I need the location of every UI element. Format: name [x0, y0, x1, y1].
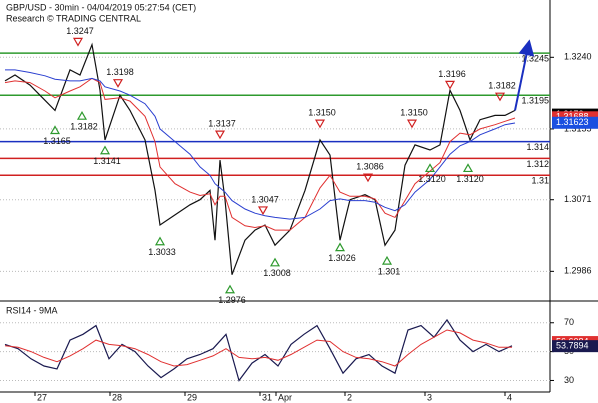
- price-box: [552, 116, 598, 129]
- extreme-label: 1.3247: [66, 26, 94, 36]
- low-marker: [76, 110, 88, 120]
- series-line: [4, 329, 512, 367]
- extreme-label: 1.3120: [418, 174, 446, 184]
- x-tick-label: 29: [187, 392, 197, 402]
- panel-title: RSI14 - 9MA: [6, 305, 58, 315]
- x-tick-label: 28: [112, 392, 122, 402]
- extreme-label: 1.3141: [93, 156, 121, 166]
- y-tick-label: 1.3071: [564, 194, 592, 204]
- level-label: 1.312: [526, 159, 549, 169]
- extreme-label: 1.301: [378, 266, 401, 276]
- y-tick-label: 70: [564, 317, 574, 327]
- high-marker: [406, 119, 418, 129]
- price-box-label: 1.31688: [556, 112, 589, 122]
- low-marker: [462, 163, 474, 173]
- high-marker: [112, 79, 124, 88]
- high-marker: [362, 173, 374, 183]
- x-tick-label: 31: [262, 392, 272, 402]
- x-tick-label: 27: [37, 392, 47, 402]
- high-marker: [257, 206, 269, 216]
- low-marker: [49, 125, 61, 135]
- low-marker: [154, 236, 166, 246]
- extreme-label: 1.3008: [263, 268, 291, 278]
- x-tick-label: Apr: [278, 392, 292, 402]
- series-line: [4, 42, 516, 275]
- extreme-label: 1.3198: [106, 67, 134, 77]
- extreme-label: 1.3033: [148, 247, 176, 257]
- level-label: 1.3245: [521, 53, 549, 63]
- x-tick-label: 2: [347, 392, 352, 402]
- high-marker: [444, 80, 456, 90]
- extreme-label: 1.3182: [488, 81, 516, 91]
- low-marker: [381, 255, 393, 265]
- price-box-label: 53.7894: [556, 341, 589, 351]
- y-tick-label: 1.2986: [564, 266, 592, 276]
- chart-subtitle: Research © TRADING CENTRAL: [6, 13, 141, 23]
- series-line: [5, 69, 516, 220]
- low-marker: [224, 284, 236, 294]
- price-box: [552, 340, 598, 353]
- extreme-label: 1.2976: [218, 295, 246, 305]
- extreme-label: 1.3120: [456, 174, 484, 184]
- extreme-label: 1.3150: [308, 108, 336, 118]
- extreme-label: 1.3150: [400, 108, 428, 118]
- series-group: [4, 318, 513, 382]
- y-tick-label: 30: [564, 375, 574, 385]
- extreme-label: 1.3182: [70, 122, 98, 132]
- extreme-label: 1.3196: [438, 69, 466, 79]
- level-label: 1.31: [531, 176, 549, 186]
- price-box-label: 1.31623: [556, 117, 589, 127]
- level-label: 1.314: [526, 142, 549, 152]
- extreme-label: 1.3137: [208, 118, 236, 128]
- high-marker: [72, 37, 84, 47]
- high-marker: [214, 130, 226, 140]
- extreme-label: 1.3047: [251, 194, 279, 204]
- high-marker: [494, 92, 506, 102]
- low-marker: [99, 145, 111, 155]
- high-marker: [314, 119, 326, 129]
- forecast-arrow: [514, 39, 535, 111]
- x-tick-label: 3: [427, 392, 432, 402]
- series-line: [4, 77, 516, 231]
- extreme-label: 1.3165: [43, 136, 71, 146]
- extreme-label: 1.3026: [328, 253, 356, 263]
- low-marker: [334, 242, 346, 252]
- y-tick-label: 1.3240: [564, 52, 592, 62]
- series-group: [4, 42, 516, 275]
- chart-title: GBP/USD - 30min - 04/04/2019 05:27:54 (C…: [6, 2, 196, 12]
- low-marker: [424, 163, 436, 173]
- extreme-label: 1.3086: [356, 161, 384, 171]
- level-label: 1.3195: [521, 96, 549, 106]
- x-tick-label: 4: [507, 392, 512, 402]
- low-marker: [269, 257, 281, 267]
- series-line: [4, 318, 513, 382]
